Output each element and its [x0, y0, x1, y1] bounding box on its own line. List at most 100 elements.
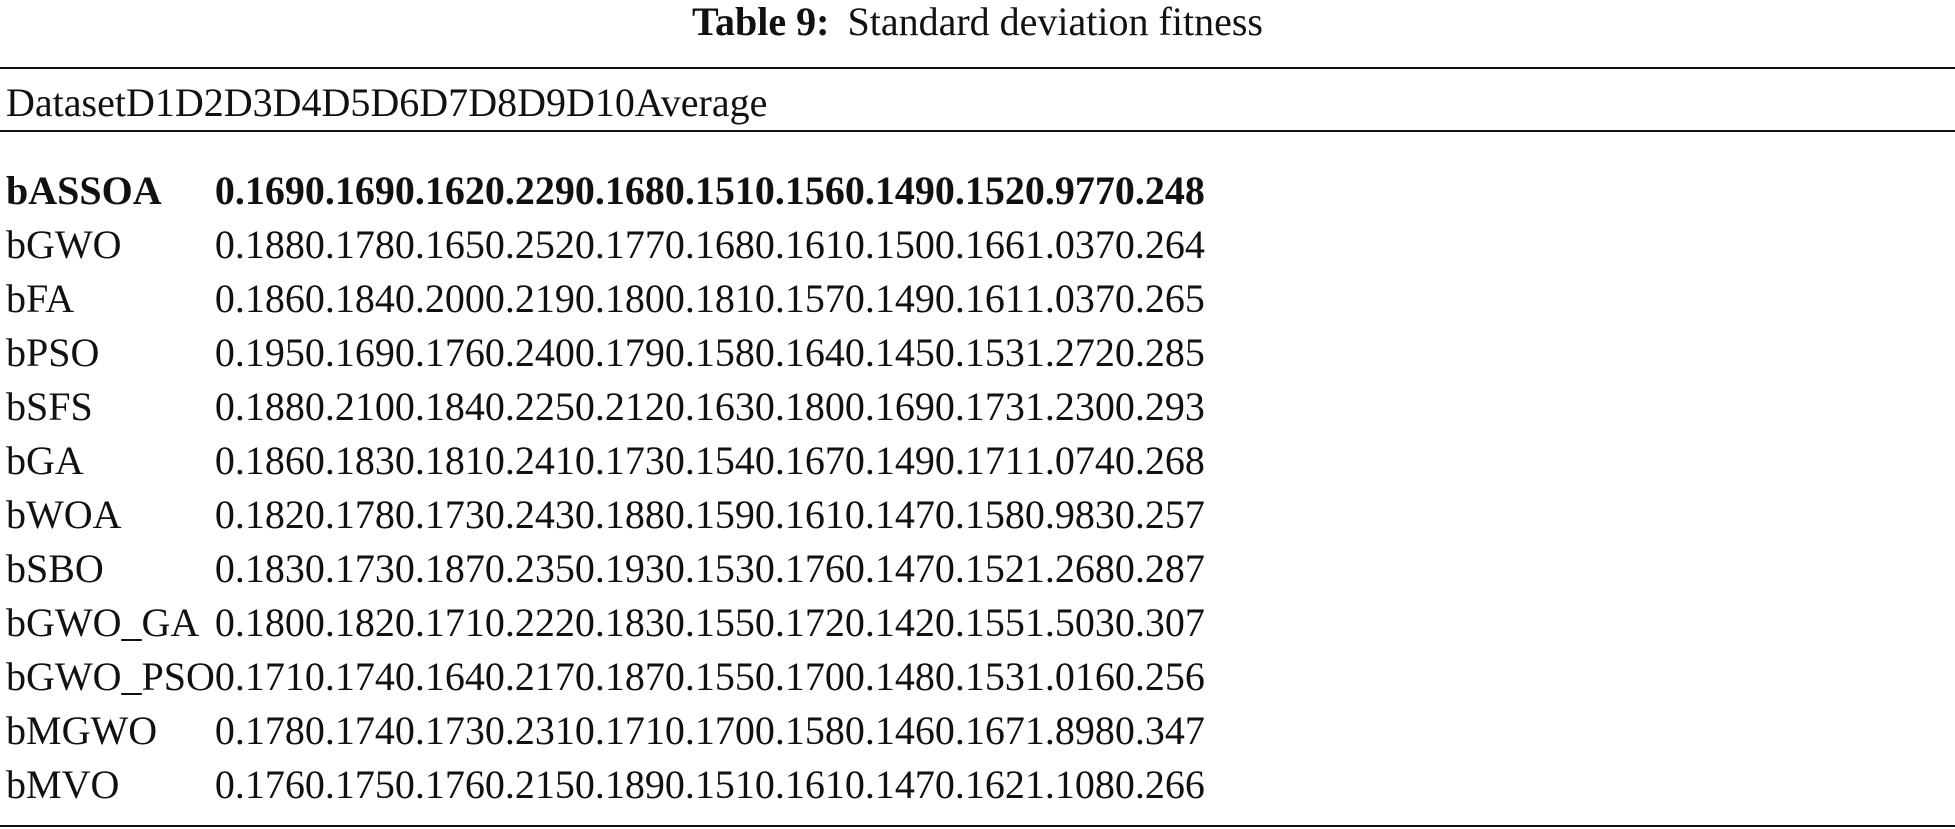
table-cell: 0.172: [754, 599, 845, 645]
row-label: bGA: [6, 437, 84, 483]
table-row: bWOA 0.182 0.178 0.173 0.243 0.188 0.159 0.161 0…: [0, 487, 1205, 541]
table-cell: 0.170: [664, 707, 755, 753]
table-cell: 0.164: [754, 329, 845, 375]
column-header-d9: D9: [517, 79, 566, 125]
table-cell: 0.176: [214, 761, 305, 807]
table-cell: 0.285: [1114, 329, 1205, 375]
table-cell: 1.108: [1024, 761, 1115, 807]
table-cell: 0.177: [574, 221, 665, 267]
table-cell: 0.159: [664, 491, 755, 537]
table-cell: 0.155: [664, 599, 755, 645]
table-cell: 0.229: [484, 167, 575, 213]
column-header-d2: D2: [174, 79, 224, 125]
table-cell: 0.266: [1114, 761, 1205, 807]
table-cell: 0.161: [754, 221, 845, 267]
table-cell: 0.225: [484, 383, 575, 429]
table-cell: 0.171: [934, 437, 1025, 483]
table-cell: 0.183: [574, 599, 665, 645]
table-cell: 0.264: [1114, 221, 1205, 267]
table-cell: 0.153: [664, 545, 755, 591]
table-cell: 0.176: [394, 329, 485, 375]
row-label: bGWO_PSO: [6, 653, 215, 699]
table-caption: Table 9: Standard deviation fitness: [0, 0, 1955, 44]
column-header-d7: D7: [419, 79, 469, 125]
table-cell: 0.178: [304, 491, 395, 537]
table-cell: 1.230: [1024, 383, 1115, 429]
table-cell: 0.212: [574, 383, 665, 429]
table-cell: 0.181: [394, 437, 485, 483]
table-cell: 0.171: [214, 653, 305, 699]
table-cell: 0.166: [934, 221, 1025, 267]
table-cell: 0.162: [934, 761, 1025, 807]
table-cell: 1.037: [1024, 221, 1115, 267]
table-cell: 0.183: [304, 437, 395, 483]
table-cell: 0.182: [304, 599, 395, 645]
table-cell: 0.152: [934, 167, 1025, 213]
table-cell: 0.176: [394, 761, 485, 807]
top-rule: [0, 67, 1955, 69]
table-cell: 1.268: [1024, 545, 1115, 591]
table-cell: 0.163: [664, 383, 755, 429]
table-cell: 0.157: [754, 275, 845, 321]
table-row: bFA 0.186 0.184 0.200 0.219 0.180 0.181 0.157 0.…: [0, 271, 1205, 325]
table-cell: 0.983: [1024, 491, 1115, 537]
table-cell: 0.149: [844, 437, 935, 483]
table-cell: 0.174: [304, 653, 395, 699]
table-cell: 0.173: [394, 491, 485, 537]
column-header-d4: D4: [272, 79, 322, 125]
row-label: bSFS: [6, 383, 93, 429]
table-cell: 0.180: [574, 275, 665, 321]
table-row: bGA 0.186 0.183 0.181 0.241 0.173 0.154 0.167 0.…: [0, 433, 1205, 487]
table-cell: 0.147: [844, 545, 935, 591]
table-cell: 0.161: [754, 761, 845, 807]
table-cell: 0.188: [574, 491, 665, 537]
table-cell: 0.181: [664, 275, 755, 321]
column-header-d10: D10: [565, 79, 635, 125]
header-row: Dataset D1 D2 D3 D4 D5 D6 D7 D8 D9 D10 Average: [0, 69, 767, 135]
table-cell: 0.151: [664, 761, 755, 807]
table-cell: 1.016: [1024, 653, 1115, 699]
table-cell: 0.168: [574, 167, 665, 213]
table-cell: 0.167: [754, 437, 845, 483]
table-cell: 0.168: [664, 221, 755, 267]
table-cell: 0.347: [1114, 707, 1205, 753]
row-label: bASSOA: [6, 167, 162, 213]
column-header-d5: D5: [321, 79, 371, 125]
column-header-d6: D6: [370, 79, 420, 125]
table-cell: 0.170: [754, 653, 845, 699]
table-cell: 0.178: [214, 707, 305, 753]
row-label: bMVO: [6, 761, 120, 807]
table-cell: 0.268: [1114, 437, 1205, 483]
table-cell: 0.265: [1114, 275, 1205, 321]
column-header-d1: D1: [125, 79, 175, 125]
table-cell: 0.195: [214, 329, 305, 375]
table-cell: 0.293: [1114, 383, 1205, 429]
table-cell: 0.156: [754, 167, 845, 213]
table-cell: 0.187: [574, 653, 665, 699]
table-cell: 0.149: [844, 167, 935, 213]
table-cell: 0.147: [844, 761, 935, 807]
table-cell: 0.153: [934, 329, 1025, 375]
table-cell: 1.074: [1024, 437, 1115, 483]
table-cell: 0.176: [754, 545, 845, 591]
table-cell: 0.189: [574, 761, 665, 807]
table-cell: 0.193: [574, 545, 665, 591]
column-header-average: Average: [634, 79, 768, 125]
table-cell: 0.150: [844, 221, 935, 267]
table-row: bGWO_PSO 0.171 0.174 0.164 0.217 0.187 0.155 0.…: [0, 649, 1205, 703]
table-cell: 0.173: [574, 437, 665, 483]
table-cell: 0.186: [214, 275, 305, 321]
table-cell: 0.171: [394, 599, 485, 645]
table-cell: 0.188: [214, 221, 305, 267]
table-cell: 1.503: [1024, 599, 1115, 645]
table-cell: 0.145: [844, 329, 935, 375]
table-cell: 0.148: [844, 653, 935, 699]
row-label: bWOA: [6, 491, 122, 537]
table-row: bGWO_GA 0.180 0.182 0.171 0.222 0.183 0.155 0.1…: [0, 595, 1205, 649]
table-cell: 0.169: [304, 329, 395, 375]
table-cell: 0.173: [304, 545, 395, 591]
table-row: bMVO 0.176 0.175 0.176 0.215 0.189 0.151 0.161 0…: [0, 757, 1205, 811]
table-cell: 0.173: [934, 383, 1025, 429]
table-cell: 0.183: [214, 545, 305, 591]
table-cell: 0.155: [664, 653, 755, 699]
